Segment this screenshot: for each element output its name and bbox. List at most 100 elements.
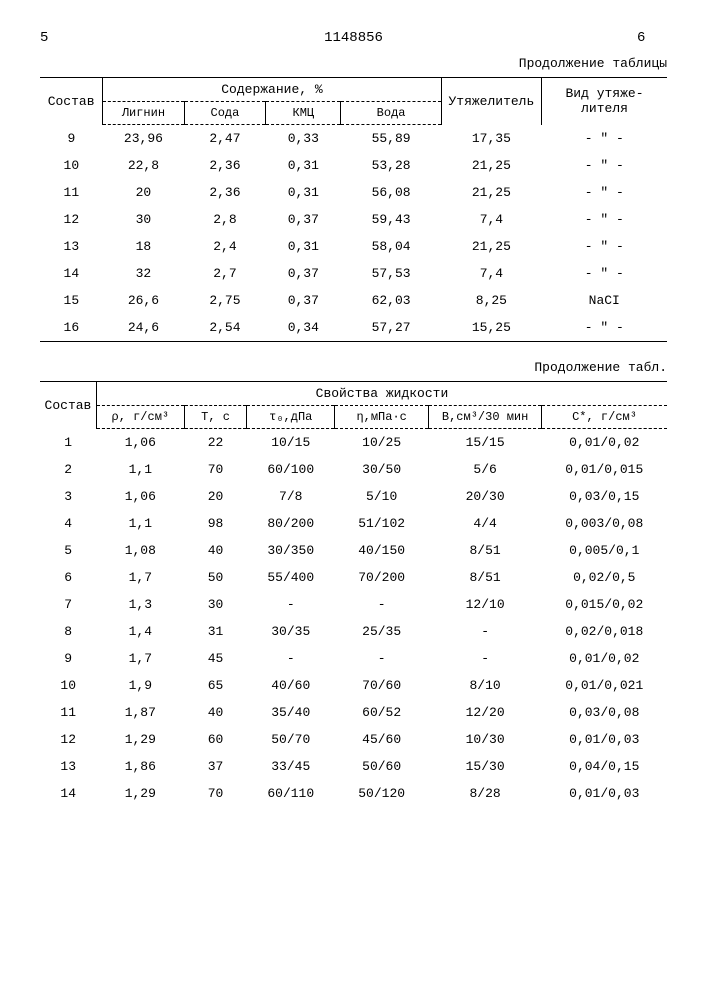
cell-c: 0,01/0,015 (542, 456, 667, 483)
cell-eta: 5/10 (335, 483, 429, 510)
col-c: C*, г/см³ (542, 406, 667, 429)
cell-eta: 30/50 (335, 456, 429, 483)
cell-n: 11 (40, 179, 103, 206)
cell-water: 57,27 (341, 314, 441, 342)
cell-n: 2 (40, 456, 96, 483)
cell-n: 5 (40, 537, 96, 564)
cell-lignin: 24,6 (103, 314, 185, 342)
cell-n: 16 (40, 314, 103, 342)
cell-kmc: 0,37 (266, 206, 341, 233)
cell-eta: 40/150 (335, 537, 429, 564)
cell-tau: 33/45 (247, 753, 335, 780)
cell-tau: 80/200 (247, 510, 335, 537)
cell-b: 8/28 (429, 780, 542, 807)
cell-type: - " - (542, 179, 667, 206)
cell-t: 65 (184, 672, 247, 699)
cell-kmc: 0,33 (266, 125, 341, 153)
cell-weight: 21,25 (441, 233, 541, 260)
cell-n: 12 (40, 726, 96, 753)
cell-b: 15/15 (429, 429, 542, 457)
cell-b: 5/6 (429, 456, 542, 483)
cell-lignin: 26,6 (103, 287, 185, 314)
col-tau: τ₀,дПа (247, 406, 335, 429)
table-row: 141,297060/11050/1208/280,01/0,03 (40, 780, 667, 807)
cell-water: 57,53 (341, 260, 441, 287)
cell-lignin: 18 (103, 233, 185, 260)
cell-rho: 1,06 (96, 429, 184, 457)
cell-eta: 50/120 (335, 780, 429, 807)
cell-b: 10/30 (429, 726, 542, 753)
cell-kmc: 0,37 (266, 287, 341, 314)
cell-type: - " - (542, 314, 667, 342)
document-page: 5 1148856 6 Продолжение таблицы Состав С… (0, 0, 707, 837)
cell-t: 30 (184, 591, 247, 618)
cell-b: 8/51 (429, 537, 542, 564)
cell-tau: 50/70 (247, 726, 335, 753)
cell-weight: 15,25 (441, 314, 541, 342)
col-compos: Состав (40, 78, 103, 125)
table-row: 61,75055/40070/2008/510,02/0,5 (40, 564, 667, 591)
table-row: 1022,82,360,3153,2821,25- " - (40, 152, 667, 179)
col-t: Т, с (184, 406, 247, 429)
cell-kmc: 0,31 (266, 152, 341, 179)
cell-rho: 1,3 (96, 591, 184, 618)
cell-rho: 1,4 (96, 618, 184, 645)
table-row: 121,296050/7045/6010/300,01/0,03 (40, 726, 667, 753)
cell-n: 10 (40, 152, 103, 179)
cell-t: 40 (184, 699, 247, 726)
cell-c: 0,01/0,021 (542, 672, 667, 699)
cell-eta: - (335, 591, 429, 618)
cell-t: 22 (184, 429, 247, 457)
cell-eta: 60/52 (335, 699, 429, 726)
cell-tau: 40/60 (247, 672, 335, 699)
cell-rho: 1,1 (96, 456, 184, 483)
cell-b: 12/10 (429, 591, 542, 618)
cell-weight: 17,35 (441, 125, 541, 153)
cell-b: - (429, 618, 542, 645)
cell-t: 45 (184, 645, 247, 672)
cell-type: - " - (542, 152, 667, 179)
cell-tau: 7/8 (247, 483, 335, 510)
cell-type: - " - (542, 206, 667, 233)
table-row: 1624,62,540,3457,2715,25- " - (40, 314, 667, 342)
table2-header-row1: Состав Свойства жидкости (40, 382, 667, 406)
cell-t: 98 (184, 510, 247, 537)
cell-water: 59,43 (341, 206, 441, 233)
cell-tau: - (247, 591, 335, 618)
cell-tau: 30/350 (247, 537, 335, 564)
page-number-left: 5 (40, 30, 70, 46)
cell-lignin: 23,96 (103, 125, 185, 153)
col-b: B,см³/30 мин (429, 406, 542, 429)
table-row: 21,17060/10030/505/60,01/0,015 (40, 456, 667, 483)
cell-rho: 1,08 (96, 537, 184, 564)
cell-n: 14 (40, 260, 103, 287)
cell-weight: 7,4 (441, 206, 541, 233)
table-row: 1526,62,750,3762,038,25NaCI (40, 287, 667, 314)
table2-header-row2: ρ, г/см³ Т, с τ₀,дПа η,мПа·с B,см³/30 ми… (40, 406, 667, 429)
table1-header-row1: Состав Содержание, % Утяжели­тель Вид ут… (40, 78, 667, 102)
cell-eta: 70/200 (335, 564, 429, 591)
col-water: Вода (341, 102, 441, 125)
cell-c: 0,005/0,1 (542, 537, 667, 564)
cell-n: 9 (40, 645, 96, 672)
cell-n: 8 (40, 618, 96, 645)
cell-weight: 7,4 (441, 260, 541, 287)
cell-kmc: 0,37 (266, 260, 341, 287)
cell-n: 11 (40, 699, 96, 726)
cell-n: 6 (40, 564, 96, 591)
cell-n: 14 (40, 780, 96, 807)
cell-eta: - (335, 645, 429, 672)
cell-eta: 25/35 (335, 618, 429, 645)
cell-t: 20 (184, 483, 247, 510)
cell-t: 70 (184, 780, 247, 807)
table-row: 91,745---0,01/0,02 (40, 645, 667, 672)
cell-n: 7 (40, 591, 96, 618)
cell-tau: - (247, 645, 335, 672)
col-eta: η,мПа·с (335, 406, 429, 429)
col-rho: ρ, г/см³ (96, 406, 184, 429)
cell-tau: 10/15 (247, 429, 335, 457)
cell-type: - " - (542, 125, 667, 153)
cell-c: 0,01/0,03 (542, 780, 667, 807)
cell-type: NaCI (542, 287, 667, 314)
table2-continuation: Продолжение табл. (40, 360, 667, 375)
